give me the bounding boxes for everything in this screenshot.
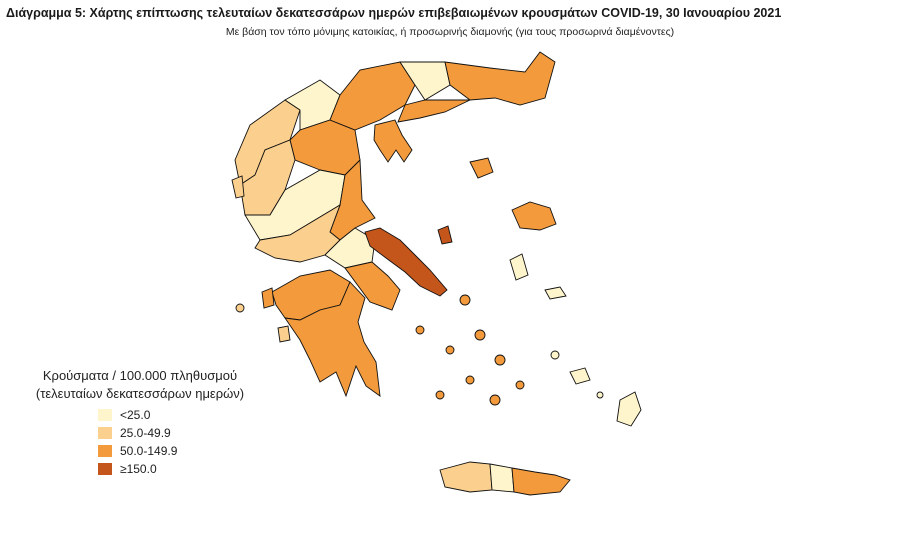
legend-title: Κρούσματα / 100.000 πληθυσμού [42, 368, 238, 383]
legend-item: ≥150.0 [98, 462, 157, 476]
title: Διάγραμμα 5: Χάρτης επίπτωσης τελευταίων… [6, 6, 782, 20]
region [494, 354, 506, 366]
legend-swatch [98, 427, 112, 439]
region [459, 294, 471, 306]
region [569, 367, 591, 385]
legend-label: 50.0-149.9 [120, 444, 178, 458]
region [261, 287, 275, 309]
region [231, 175, 245, 199]
region [235, 303, 245, 313]
region [277, 325, 291, 343]
legend-swatch [98, 445, 112, 457]
region [437, 225, 453, 245]
region [415, 325, 425, 335]
region [373, 119, 413, 163]
region [509, 253, 529, 281]
legend-label: ≥150.0 [120, 462, 157, 476]
region [515, 380, 525, 390]
region [511, 201, 557, 231]
legend-label: 25.0-49.9 [120, 426, 171, 440]
region [284, 281, 381, 398]
regions [231, 51, 642, 496]
region [444, 51, 556, 106]
legend-item: 25.0-49.9 [98, 426, 171, 440]
region [399, 61, 451, 101]
region [550, 350, 560, 360]
legend-item: <25.0 [98, 408, 150, 422]
legend-label: <25.0 [120, 408, 151, 422]
region [445, 345, 455, 355]
region [435, 390, 445, 400]
region [344, 261, 401, 311]
subtitle: Με βάση τον τόπο μόνιμης κατοικίας, ή πρ… [225, 26, 675, 38]
legend-item: 50.0-149.9 [98, 444, 177, 458]
region [616, 391, 642, 427]
legend-swatch [98, 463, 112, 475]
region [397, 99, 471, 123]
region [511, 467, 571, 496]
region [489, 463, 515, 493]
legend-swatch [98, 409, 112, 421]
region [596, 391, 604, 399]
region [544, 286, 567, 300]
region [489, 394, 501, 406]
region [474, 329, 486, 341]
region [465, 375, 475, 385]
legend-title: (τελευταίων δεκατεσσάρων ημερών) [35, 386, 245, 401]
region [469, 157, 494, 179]
region [439, 461, 493, 493]
region [364, 227, 448, 297]
